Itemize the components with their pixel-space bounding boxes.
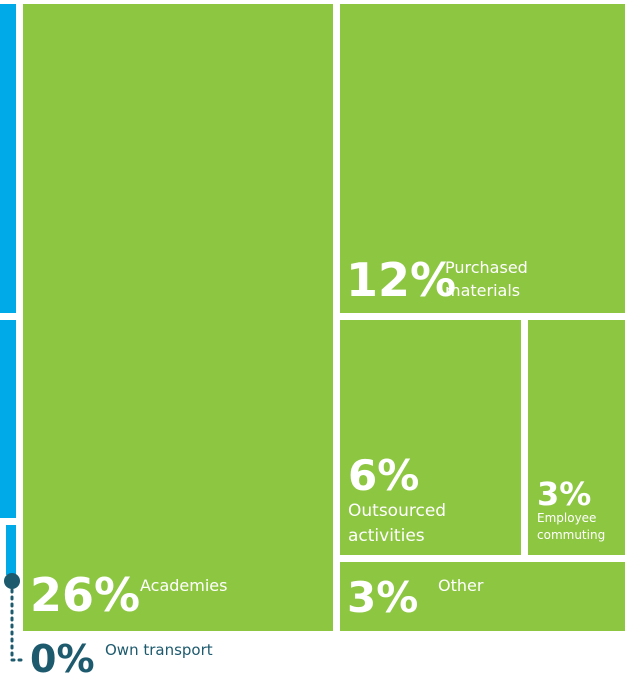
treemap-cell — [340, 562, 625, 631]
value-label: 0% — [30, 637, 95, 681]
category-label: Outsourced activities — [348, 501, 447, 546]
treemap-cell — [340, 4, 625, 313]
category-label: Other — [438, 576, 484, 595]
value-label: 3% — [347, 573, 419, 622]
value-label: 26% — [30, 568, 141, 622]
value-label: 6% — [348, 451, 420, 500]
value-label: 12% — [346, 253, 457, 307]
value-label: 3% — [537, 475, 592, 513]
treemap-cell — [528, 320, 625, 555]
category-label: Academies — [140, 576, 228, 595]
connector — [4, 573, 28, 662]
cropped-cell — [0, 4, 16, 313]
treemap-cell — [340, 320, 521, 555]
category-label: Employee commuting — [537, 511, 606, 543]
marker-dot — [4, 573, 20, 589]
treemap-cell — [23, 4, 333, 631]
cropped-cell — [6, 525, 16, 575]
category-label: Own transport — [105, 641, 213, 659]
cropped-cell — [0, 320, 16, 518]
category-label: Purchased materials — [445, 258, 528, 301]
